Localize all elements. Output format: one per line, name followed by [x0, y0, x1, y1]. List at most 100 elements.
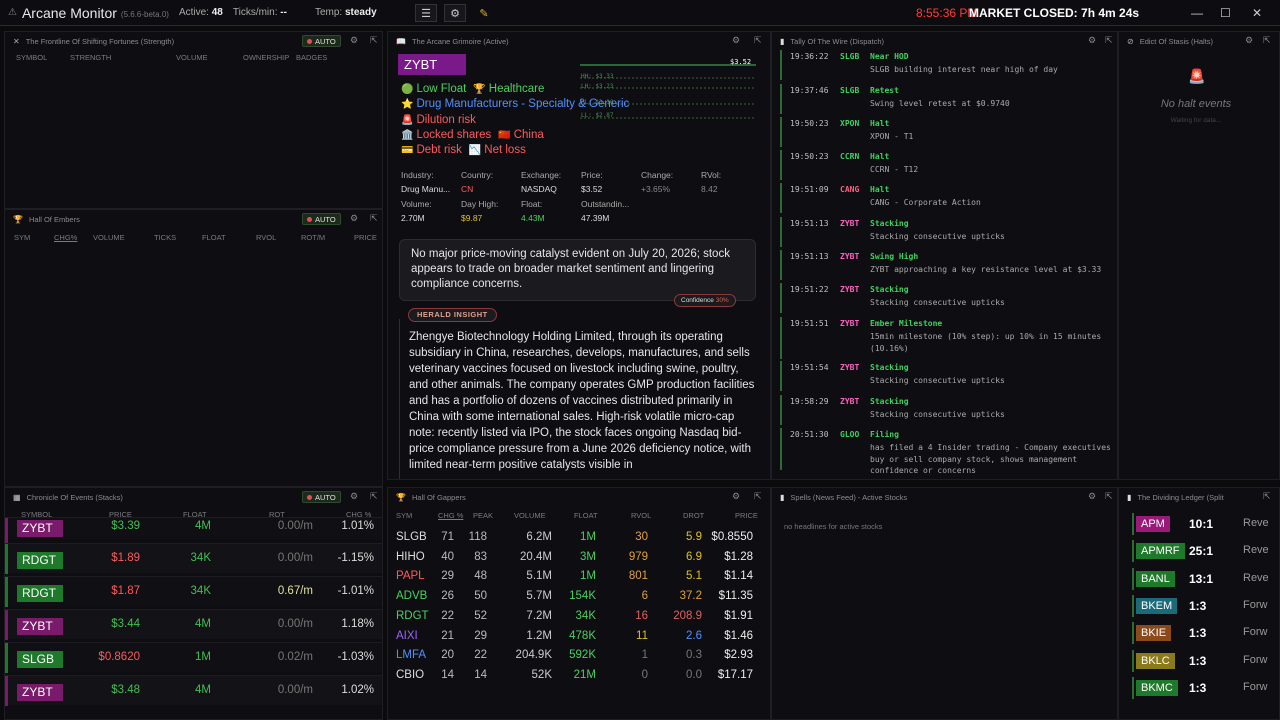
col-header[interactable]: SYM — [14, 233, 31, 242]
gear-icon[interactable]: ⚙ — [1088, 491, 1097, 501]
gear-icon[interactable]: ⚙ — [1245, 35, 1254, 45]
col-header[interactable]: PEAK — [473, 511, 494, 520]
table-row[interactable]: RDGT 22 52 7.2M 34K 16 208.9 $1.91 — [388, 607, 764, 627]
table-row[interactable]: ZYBT $3.39 4M 0.00/m 1.01% — [5, 517, 382, 548]
dispatch-item[interactable]: 19:51:22 ZYBT Stacking Stacking consecutive… — [780, 283, 1117, 313]
col-header[interactable]: ROT — [269, 510, 285, 519]
item-symbol[interactable]: CANG — [840, 185, 860, 194]
dispatch-item[interactable]: 19:51:51 ZYBT Ember Milestone 15min milesto… — [780, 317, 1117, 359]
gear-icon[interactable]: ⚙ — [732, 491, 741, 501]
table-row[interactable]: HIHO 40 83 20.4M 3M 979 6.9 $1.28 — [388, 548, 764, 568]
symbol-badge[interactable]: BKLC — [1136, 652, 1175, 669]
maximize-button[interactable]: ☐ — [1220, 6, 1231, 20]
symbol-badge[interactable]: APMRF — [1136, 543, 1185, 560]
col-header[interactable]: FLOAT — [202, 233, 226, 242]
gear-icon[interactable]: ⚙ — [1088, 35, 1097, 45]
col-header[interactable]: CHG % — [346, 510, 372, 519]
symbol-badge[interactable]: BKEM — [1136, 597, 1178, 614]
collapse-icon[interactable]: ⇱ — [370, 491, 378, 501]
split-row[interactable]: BANL 13:1 Reve — [1132, 566, 1280, 592]
settings-button[interactable]: ⚙ — [444, 4, 466, 22]
dispatch-item[interactable]: 19:51:13 ZYBT Stacking Stacking consecutive… — [780, 217, 1117, 247]
pencil-button[interactable]: ✎ — [479, 7, 489, 20]
tag[interactable]: 📉 Net loss — [469, 144, 526, 156]
col-header[interactable]: VOLUME — [514, 511, 546, 520]
dispatch-item[interactable]: 19:37:46 SLGB Retest Swing level retest at … — [780, 84, 1117, 114]
dispatch-item[interactable]: 19:51:09 CANG Halt CANG - Corporate Action — [780, 183, 1117, 213]
split-row[interactable]: APMRF 25:1 Reve — [1132, 538, 1280, 564]
dispatch-item[interactable]: 20:51:30 GLOO Filing has filed a 4 Insider … — [780, 428, 1117, 475]
table-row[interactable]: ZYBT $3.48 4M 0.00/m 1.02% — [5, 675, 382, 706]
item-symbol[interactable]: XPON — [840, 119, 860, 128]
symbol-badge[interactable]: BKIE — [1136, 625, 1172, 642]
table-row[interactable]: CBIO 14 14 52K 21M 0 0.0 $17.17 — [388, 666, 764, 686]
table-row[interactable]: ZYBT $3.44 4M 0.00/m 1.18% — [5, 609, 382, 640]
tag[interactable]: 🏆 Healthcare — [473, 83, 544, 95]
gear-icon[interactable]: ⚙ — [350, 213, 359, 223]
gear-icon[interactable]: ⚙ — [732, 35, 741, 45]
table-row[interactable]: AIXI 21 29 1.2M 478K 11 2.6 $1.46 — [388, 627, 764, 647]
collapse-icon[interactable]: ⇱ — [1263, 491, 1271, 501]
dispatch-item[interactable]: 19:58:29 ZYBT Stacking Stacking consecutive… — [780, 395, 1117, 425]
col-header[interactable]: DROT — [683, 511, 705, 520]
item-symbol[interactable]: ZYBT — [840, 319, 860, 328]
tag[interactable]: 🇨🇳 China — [498, 129, 544, 141]
tag[interactable]: 💳 Debt risk — [401, 144, 462, 156]
col-header[interactable]: TICKS — [154, 233, 177, 242]
tag[interactable]: 🚨 Dilution risk — [401, 114, 476, 126]
symbol-badge[interactable]: BANL — [1136, 570, 1175, 587]
split-row[interactable]: BKEM 1:3 Forw — [1132, 593, 1280, 619]
col-header[interactable]: VOLUME — [176, 53, 208, 62]
table-row[interactable]: SLGB $0.8620 1M 0.02/m -1.03% — [5, 642, 382, 673]
close-button[interactable]: ✕ — [1252, 6, 1263, 20]
item-symbol[interactable]: ZYBT — [840, 219, 860, 228]
collapse-icon[interactable]: ⇱ — [370, 35, 378, 45]
item-symbol[interactable]: ZYBT — [840, 252, 860, 261]
item-symbol[interactable]: SLGB — [840, 52, 860, 61]
symbol-badge[interactable]: ZYBT — [17, 684, 63, 701]
tag[interactable]: ⭐ Drug Manufacturers - Specialty & Generi… — [401, 98, 629, 110]
col-header[interactable]: PRICE — [109, 510, 132, 519]
auto-toggle[interactable]: AUTO — [302, 35, 341, 47]
col-header[interactable]: ROT/M — [301, 233, 326, 242]
split-row[interactable]: BKMC 1:3 Forw — [1132, 675, 1280, 701]
symbol-badge[interactable]: BKMC — [1136, 679, 1178, 696]
col-header[interactable]: RVOL — [256, 233, 277, 242]
symbol-badge[interactable]: SLGB — [17, 651, 63, 668]
table-row[interactable]: PAPL 29 48 5.1M 1M 801 5.1 $1.14 — [388, 567, 764, 587]
dispatch-item[interactable]: 19:50:23 CCRN Halt CCRN - T12 — [780, 150, 1117, 180]
col-header[interactable]: STRENGTH — [70, 53, 112, 62]
table-row[interactable]: LMFA 20 22 204.9K 592K 1 0.3 $2.93 — [388, 646, 764, 666]
gear-icon[interactable]: ⚙ — [350, 35, 359, 45]
symbol-badge[interactable]: ZYBT — [17, 520, 63, 537]
menu-button[interactable]: ☰ — [415, 4, 437, 22]
col-header[interactable]: VOLUME — [93, 233, 125, 242]
col-header[interactable]: CHG% — [54, 233, 78, 242]
gear-icon[interactable]: ⚙ — [350, 491, 359, 501]
symbol-badge[interactable]: RDGT — [17, 585, 63, 602]
collapse-icon[interactable]: ⇱ — [370, 213, 378, 223]
col-header[interactable]: FLOAT — [574, 511, 598, 520]
symbol-badge[interactable]: RDGT — [17, 552, 63, 569]
item-symbol[interactable]: ZYBT — [840, 285, 860, 294]
table-row[interactable]: RDGT $1.87 34K 0.67/m -1.01% — [5, 576, 382, 607]
collapse-icon[interactable]: ⇱ — [1105, 35, 1113, 45]
item-symbol[interactable]: ZYBT — [840, 363, 860, 372]
dispatch-item[interactable]: 19:50:23 XPON Halt XPON - T1 — [780, 117, 1117, 147]
col-header[interactable]: CHG % — [438, 511, 464, 520]
split-row[interactable]: BKIE 1:3 Forw — [1132, 620, 1280, 646]
item-symbol[interactable]: ZYBT — [840, 397, 860, 406]
item-symbol[interactable]: CCRN — [840, 152, 860, 161]
item-symbol[interactable]: SLGB — [840, 86, 860, 95]
col-header[interactable]: OWNERSHIP — [243, 53, 290, 62]
collapse-icon[interactable]: ⇱ — [1105, 491, 1113, 501]
table-row[interactable]: ADVB 26 50 5.7M 154K 6 37.2 $11.35 — [388, 587, 764, 607]
dispatch-item[interactable]: 19:51:13 ZYBT Swing High ZYBT approaching a… — [780, 250, 1117, 280]
col-header[interactable]: RVOL — [631, 511, 652, 520]
col-header[interactable]: SYMBOL — [21, 510, 53, 519]
col-header[interactable]: PRICE — [354, 233, 377, 242]
dispatch-item[interactable]: 19:36:22 SLGB Near HOD SLGB building intere… — [780, 50, 1117, 80]
table-row[interactable]: SLGB 71 118 6.2M 1M 30 5.9 $0.8550 — [388, 528, 764, 548]
col-header[interactable]: FLOAT — [183, 510, 207, 519]
table-row[interactable]: RDGT $1.89 34K 0.00/m -1.15% — [5, 543, 382, 574]
